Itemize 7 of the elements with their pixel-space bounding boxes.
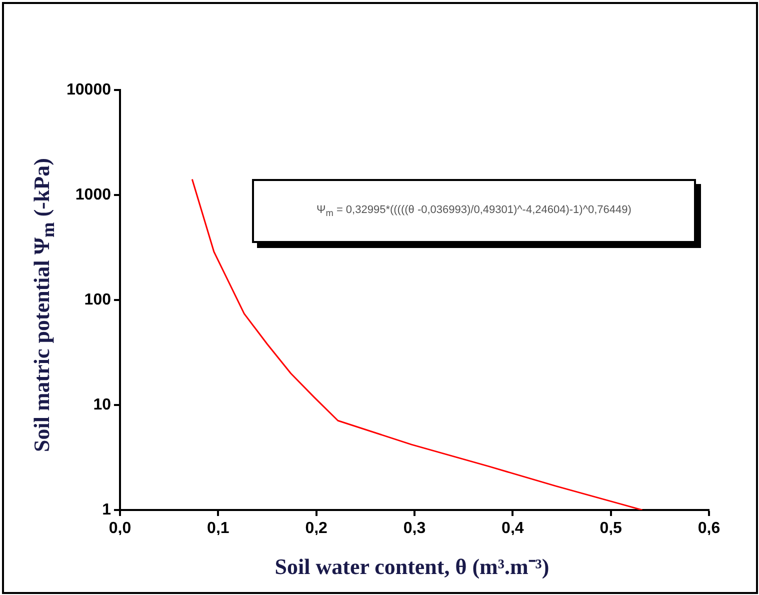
x-axis-title: Soil water content, θ (m³.m⁻³) — [274, 553, 550, 580]
annotation: Ψ$_{m}$ = 0,32995*(((((θ -0,036993)/0,49301)^-4,24604)-1)^0,76449) — [316, 204, 632, 218]
y-tick-label: 1 — [102, 501, 112, 518]
y-tick-label: 10 — [93, 396, 112, 414]
y-tick-label: 100 — [84, 291, 112, 308]
y-tick-label: 10000 — [66, 81, 112, 98]
y-tick-label: 1000 — [75, 186, 112, 204]
